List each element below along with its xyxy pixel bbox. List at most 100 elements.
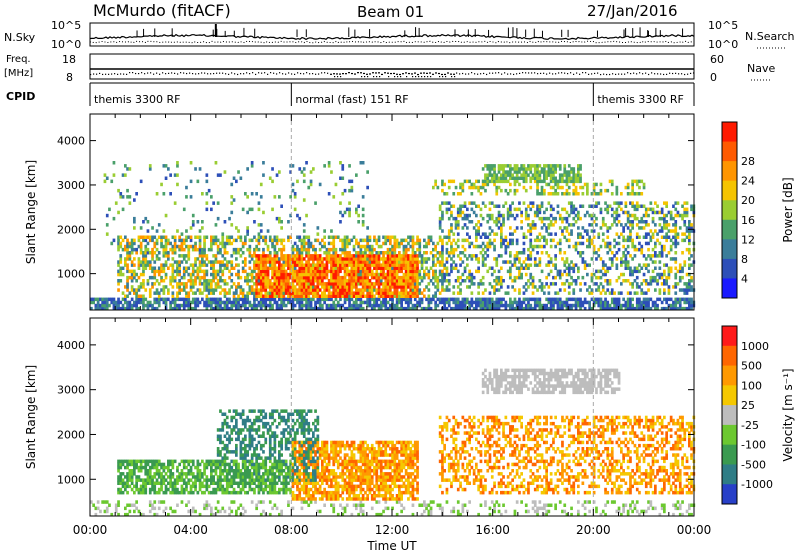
heatmap-cell bbox=[509, 275, 512, 280]
heatmap-cell bbox=[690, 204, 693, 208]
heatmap-cell bbox=[167, 297, 170, 302]
heatmap-cell bbox=[366, 303, 369, 308]
heatmap-cell bbox=[334, 269, 338, 274]
heatmap-cell bbox=[477, 185, 480, 190]
heatmap-cell bbox=[495, 179, 499, 184]
heatmap-cell bbox=[606, 210, 610, 215]
heatmap-cell bbox=[624, 257, 628, 261]
heatmap-cell bbox=[130, 251, 134, 255]
heatmap-cell bbox=[128, 300, 132, 305]
heatmap-cell bbox=[574, 282, 578, 286]
heatmap-cell bbox=[674, 266, 678, 270]
heatmap-cell bbox=[124, 512, 127, 517]
heatmap-cell bbox=[558, 275, 562, 280]
heatmap-cell bbox=[135, 247, 138, 252]
heatmap-cell bbox=[375, 282, 379, 286]
nave-point bbox=[306, 72, 308, 74]
heatmap-cell bbox=[262, 285, 265, 289]
heatmap-cell bbox=[386, 269, 390, 274]
heatmap-cell bbox=[468, 235, 471, 239]
heatmap-cell bbox=[262, 210, 265, 215]
heatmap-cell bbox=[577, 300, 580, 305]
heatmap-cell bbox=[615, 216, 619, 221]
heatmap-cell bbox=[355, 254, 358, 258]
heatmap-cell bbox=[348, 306, 351, 311]
heatmap-cell bbox=[445, 272, 449, 277]
nave-point bbox=[690, 72, 692, 75]
heatmap-cell bbox=[210, 285, 213, 289]
heatmap-cell bbox=[282, 291, 286, 295]
heatmap-cell bbox=[207, 288, 211, 292]
heatmap-cell bbox=[529, 201, 533, 205]
heatmap-cell bbox=[318, 294, 322, 298]
heatmap-cell bbox=[339, 266, 342, 270]
heatmap-cell bbox=[490, 176, 494, 180]
heatmap-cell bbox=[235, 306, 238, 311]
heatmap-cell bbox=[309, 272, 313, 277]
heatmap-cell bbox=[318, 300, 322, 305]
heatmap-cell bbox=[511, 176, 514, 180]
heatmap-cell bbox=[345, 306, 349, 311]
heatmap-cell bbox=[316, 254, 320, 258]
heatmap-cell bbox=[552, 306, 555, 311]
heatmap-cell bbox=[565, 188, 569, 193]
heatmap-cell bbox=[201, 260, 204, 264]
heatmap-cell bbox=[669, 213, 673, 218]
heatmap-cell bbox=[268, 266, 272, 270]
heatmap-cell bbox=[171, 257, 175, 261]
heatmap-cell bbox=[144, 235, 148, 239]
heatmap-cell bbox=[359, 291, 363, 295]
heatmap-cell bbox=[343, 288, 347, 292]
heatmap-cell bbox=[117, 490, 120, 495]
heatmap-cell bbox=[481, 275, 485, 280]
heatmap-cell bbox=[497, 275, 501, 280]
heatmap-cell bbox=[443, 297, 446, 302]
heatmap-cell bbox=[370, 251, 374, 255]
heatmap-cell bbox=[509, 241, 512, 246]
heatmap-cell bbox=[438, 220, 442, 224]
heatmap-cell bbox=[284, 260, 288, 264]
heatmap-cell bbox=[241, 260, 245, 264]
freq-left-label-2: [MHz] bbox=[4, 68, 33, 79]
heatmap-cell bbox=[171, 291, 175, 295]
heatmap-cell bbox=[527, 167, 530, 171]
heatmap-cell bbox=[155, 247, 159, 252]
heatmap-cell bbox=[366, 297, 369, 302]
heatmap-cell bbox=[343, 266, 347, 270]
heatmap-cell bbox=[624, 263, 628, 267]
heatmap-cell bbox=[228, 300, 231, 305]
heatmap-cell bbox=[411, 282, 415, 286]
heatmap-cell bbox=[481, 167, 485, 171]
heatmap-cell bbox=[543, 167, 546, 171]
heatmap-cell bbox=[302, 266, 306, 270]
heatmap-cell bbox=[493, 300, 496, 305]
heatmap-cell bbox=[529, 251, 533, 255]
heatmap-cell bbox=[640, 204, 644, 208]
heatmap-cell bbox=[235, 300, 238, 305]
heatmap-cell bbox=[427, 269, 431, 274]
heatmap-cell bbox=[350, 179, 354, 184]
heatmap-cell bbox=[232, 251, 236, 255]
heatmap-cell bbox=[423, 251, 426, 255]
heatmap-cell bbox=[502, 176, 505, 180]
heatmap-cell bbox=[506, 291, 510, 295]
heatmap-cell bbox=[377, 235, 381, 239]
heatmap-cell bbox=[182, 254, 186, 258]
heatmap-cell bbox=[382, 285, 385, 289]
heatmap-cell bbox=[139, 226, 143, 230]
heatmap-cell bbox=[640, 220, 644, 224]
heatmap-cell bbox=[407, 285, 410, 289]
heatmap-cell bbox=[518, 288, 521, 292]
heatmap-cell bbox=[654, 300, 657, 305]
heatmap-cell bbox=[280, 238, 283, 243]
nave-point bbox=[354, 73, 356, 75]
heatmap-cell bbox=[667, 297, 671, 302]
heatmap-cell bbox=[216, 201, 220, 205]
heatmap-cell bbox=[678, 269, 682, 274]
heatmap-cell bbox=[540, 306, 544, 311]
heatmap-cell bbox=[361, 285, 365, 289]
heatmap-cell bbox=[255, 282, 258, 286]
heatmap-cell bbox=[221, 279, 225, 283]
heatmap-cell bbox=[538, 263, 542, 267]
heatmap-cell bbox=[300, 238, 304, 243]
